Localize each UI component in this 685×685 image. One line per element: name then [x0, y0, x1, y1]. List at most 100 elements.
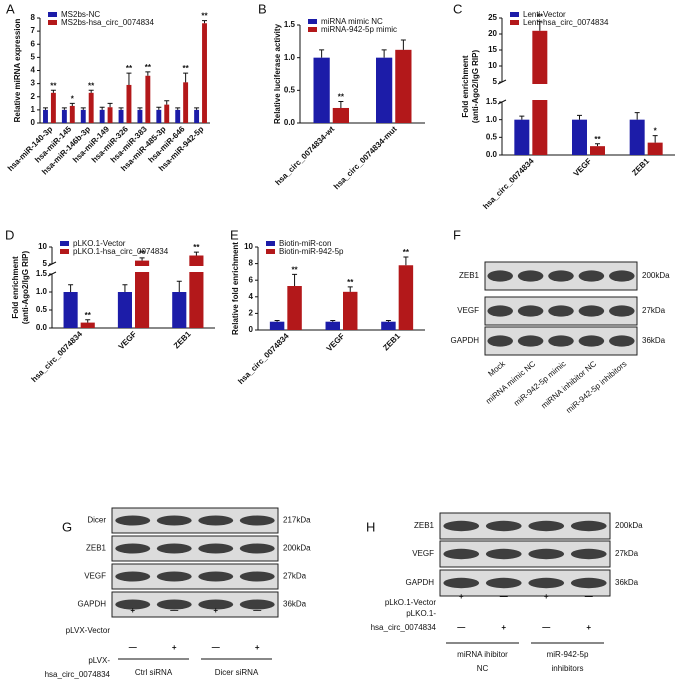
error-bar: [107, 102, 113, 108]
blot-size-label: 27kDa: [615, 549, 639, 558]
bar: [172, 292, 187, 328]
error-bar: [126, 72, 132, 85]
y-axis-label: (anti-Ago2/IgG RIP): [471, 50, 480, 124]
y-tick-label: 8: [31, 13, 36, 22]
blot-band: [115, 543, 151, 554]
y-tick-label: 2: [249, 309, 254, 318]
blot-size-label: 36kDa: [642, 336, 666, 345]
y-tick-label: 25: [488, 13, 497, 22]
significance: **: [85, 311, 92, 320]
blot-row-label: VEGF: [412, 549, 434, 558]
error-bar: [577, 114, 583, 120]
error-bar: [85, 319, 91, 323]
condition-label: pLVX-Vector: [66, 626, 111, 635]
y-tick-label: 1.5: [36, 269, 48, 278]
group-label: miRNA ihibitor: [457, 650, 508, 659]
y-axis-label: Relative luciferase activity: [273, 23, 282, 124]
bar: [126, 84, 132, 123]
bar: [61, 109, 67, 123]
condition-sign: +: [459, 592, 464, 601]
significance: **: [403, 248, 410, 257]
legend-swatch: [48, 20, 57, 25]
blot-size-label: 36kDa: [283, 600, 307, 609]
error-bar: [118, 107, 124, 110]
blot-band: [198, 543, 234, 554]
bar: [63, 292, 78, 328]
y-tick-label: 0.5: [284, 85, 296, 94]
legend-swatch: [510, 12, 519, 17]
blot-band: [578, 270, 605, 282]
blot-band: [517, 335, 544, 347]
blot-band: [239, 515, 275, 526]
blot-band: [156, 543, 192, 554]
condition-sign: +: [130, 606, 135, 615]
condition-sign: +: [172, 643, 177, 652]
condition-label: pLVX-: [88, 656, 110, 665]
y-tick-label: 3: [31, 79, 36, 88]
x-tick-label: hsa_circ_0074834: [30, 329, 85, 384]
panel-label: H: [366, 519, 375, 534]
error-bar: [176, 280, 182, 292]
error-bar: [156, 106, 162, 110]
bar: [189, 255, 204, 328]
blot-band: [570, 577, 607, 589]
x-tick-label: hsa_circ_0074834: [481, 156, 536, 211]
bar: [156, 109, 162, 123]
error-bar: [50, 89, 56, 93]
error-bar: [183, 72, 189, 83]
x-tick-label: hsa_circ_0074834-wt: [273, 124, 336, 187]
lane-label: Mock: [486, 359, 507, 379]
condition-label: pLkO.1-Vector: [385, 598, 436, 607]
error-bar: [338, 100, 344, 108]
axis-break: [52, 266, 216, 272]
bar: [269, 321, 285, 330]
legend-swatch: [48, 12, 57, 17]
bar: [135, 260, 150, 328]
group-label: miR-942-5p: [547, 650, 589, 659]
break-mark: [497, 99, 507, 105]
error-bar: [61, 107, 67, 110]
error-bar: [99, 106, 105, 110]
y-tick-label: 4: [249, 292, 254, 301]
error-bar: [164, 100, 170, 105]
x-tick-label: ZEB1: [172, 329, 193, 350]
blot-band: [239, 599, 275, 610]
significance: **: [139, 249, 146, 258]
blot-band: [115, 515, 151, 526]
blot-band: [443, 577, 480, 589]
bar: [287, 286, 302, 330]
error-bar: [537, 20, 543, 31]
condition-sign: +: [213, 606, 218, 615]
error-bar: [347, 286, 353, 292]
condition-sign: +: [255, 643, 260, 652]
blot-row-label: Dicer: [87, 516, 106, 525]
error-bar: [319, 49, 325, 58]
blot-band: [528, 548, 565, 560]
bar: [647, 142, 663, 155]
blot-size-label: 200kDa: [615, 521, 643, 530]
y-tick-label: 5: [43, 259, 48, 268]
bar: [107, 107, 113, 123]
blot-row-label: ZEB1: [459, 271, 480, 280]
blot-band: [443, 548, 480, 560]
y-tick-label: 1.0: [486, 115, 498, 124]
y-tick-label: 1.0: [36, 287, 48, 296]
y-tick-label: 5: [31, 52, 36, 61]
y-tick-label: 0.0: [486, 150, 498, 159]
legend-label: Lenti-hsa_circ_0074834: [523, 18, 609, 27]
blot-size-label: 27kDa: [283, 572, 307, 581]
blot-band: [548, 270, 574, 282]
y-tick-label: 2: [31, 92, 36, 101]
bar: [590, 146, 605, 155]
condition-label: pLKO.1-: [406, 609, 436, 618]
error-bar: [42, 107, 48, 110]
panel-label: F: [453, 227, 461, 242]
bar: [183, 82, 189, 123]
x-tick-label: VEGF: [572, 156, 594, 178]
legend-swatch: [308, 19, 317, 24]
blot-band: [198, 599, 234, 610]
blot-band: [443, 520, 480, 532]
x-tick-label: ZEB1: [630, 156, 651, 177]
bar: [80, 109, 86, 123]
bar: [376, 57, 393, 123]
